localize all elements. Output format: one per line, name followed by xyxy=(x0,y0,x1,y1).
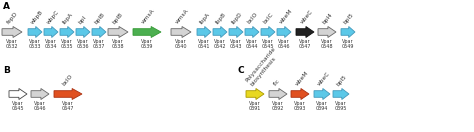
Polygon shape xyxy=(108,27,128,37)
Text: lbpD: lbpD xyxy=(231,11,243,25)
Text: Vpar
0539: Vpar 0539 xyxy=(141,39,153,49)
Text: wbeM: wbeM xyxy=(294,70,310,87)
Text: lbpA: lbpA xyxy=(199,12,211,25)
Text: fepD: fepD xyxy=(6,11,19,25)
Polygon shape xyxy=(318,27,336,37)
Polygon shape xyxy=(92,27,106,37)
Text: bpl4: bpl4 xyxy=(321,12,334,25)
Text: Vpar
0394: Vpar 0394 xyxy=(316,100,328,111)
Text: Vpar
0549: Vpar 0549 xyxy=(342,39,354,49)
Text: lbpB: lbpB xyxy=(215,12,227,25)
Text: Vpar
0534: Vpar 0534 xyxy=(45,39,57,49)
Text: bplB: bplB xyxy=(112,12,125,25)
Polygon shape xyxy=(44,27,58,37)
Polygon shape xyxy=(341,27,355,37)
Polygon shape xyxy=(229,27,243,37)
Text: Vpar
0646: Vpar 0646 xyxy=(34,100,46,111)
Text: bpl5: bpl5 xyxy=(343,12,355,25)
Polygon shape xyxy=(213,27,227,37)
Polygon shape xyxy=(245,27,259,37)
Text: bplB: bplB xyxy=(94,12,106,25)
Text: Vpar
0548: Vpar 0548 xyxy=(321,39,333,49)
Text: Vpar
0541: Vpar 0541 xyxy=(198,39,210,49)
Polygon shape xyxy=(333,88,349,100)
Text: Vpar
0535: Vpar 0535 xyxy=(61,39,73,49)
Text: Vpar
0393: Vpar 0393 xyxy=(294,100,306,111)
Text: wmsA: wmsA xyxy=(175,8,191,25)
Text: Vpar
0391: Vpar 0391 xyxy=(249,100,261,111)
Text: Vpar
0542: Vpar 0542 xyxy=(214,39,226,49)
Text: Vpar
0533: Vpar 0533 xyxy=(29,39,41,49)
Text: Vpar
0645: Vpar 0645 xyxy=(12,100,24,111)
Polygon shape xyxy=(269,88,287,100)
Text: wbeC: wbeC xyxy=(317,71,331,87)
Polygon shape xyxy=(2,27,22,37)
Text: bclO: bclO xyxy=(61,74,74,87)
Text: wmsA: wmsA xyxy=(140,8,155,25)
Text: Vpar
0532: Vpar 0532 xyxy=(6,39,18,49)
Text: Vpar
0545: Vpar 0545 xyxy=(262,39,274,49)
Polygon shape xyxy=(76,27,90,37)
Text: Polysaccharide
biosynthesis: Polysaccharide biosynthesis xyxy=(245,46,282,87)
Polygon shape xyxy=(296,27,314,37)
Polygon shape xyxy=(171,27,191,37)
Polygon shape xyxy=(31,88,49,100)
Polygon shape xyxy=(314,88,330,100)
Text: lbpA: lbpA xyxy=(62,12,74,25)
Text: bclC: bclC xyxy=(263,12,275,25)
Polygon shape xyxy=(277,27,291,37)
Text: Vpar
0540: Vpar 0540 xyxy=(175,39,187,49)
Text: C: C xyxy=(238,66,245,75)
Text: Vpar
0395: Vpar 0395 xyxy=(335,100,347,111)
Text: Vpar
0546: Vpar 0546 xyxy=(278,39,290,49)
Text: wbeC: wbeC xyxy=(300,9,314,25)
Polygon shape xyxy=(9,88,27,100)
Polygon shape xyxy=(291,88,309,100)
Text: bclO: bclO xyxy=(247,12,259,25)
Text: Vpar
0647: Vpar 0647 xyxy=(62,100,74,111)
Text: Vpar
0544: Vpar 0544 xyxy=(246,39,258,49)
Text: Vpar
0538: Vpar 0538 xyxy=(112,39,124,49)
Text: Vpar
0547: Vpar 0547 xyxy=(299,39,311,49)
Text: Vpar
0536: Vpar 0536 xyxy=(77,39,89,49)
Text: wbeM: wbeM xyxy=(279,8,294,25)
Text: A: A xyxy=(3,2,10,11)
Polygon shape xyxy=(261,27,275,37)
Text: bpl5: bpl5 xyxy=(336,74,347,87)
Polygon shape xyxy=(60,27,74,37)
Text: bpl: bpl xyxy=(78,15,88,25)
Text: Vpar
0392: Vpar 0392 xyxy=(272,100,284,111)
Polygon shape xyxy=(133,27,161,37)
Text: flc: flc xyxy=(273,78,281,87)
Polygon shape xyxy=(54,88,82,100)
Polygon shape xyxy=(197,27,211,37)
Text: B: B xyxy=(3,66,10,75)
Polygon shape xyxy=(246,88,264,100)
Polygon shape xyxy=(28,27,42,37)
Text: Vpar
0537: Vpar 0537 xyxy=(93,39,105,49)
Text: Vpar
0543: Vpar 0543 xyxy=(230,39,242,49)
Text: wbpB: wbpB xyxy=(30,9,44,25)
Text: wbpC: wbpC xyxy=(46,9,60,25)
